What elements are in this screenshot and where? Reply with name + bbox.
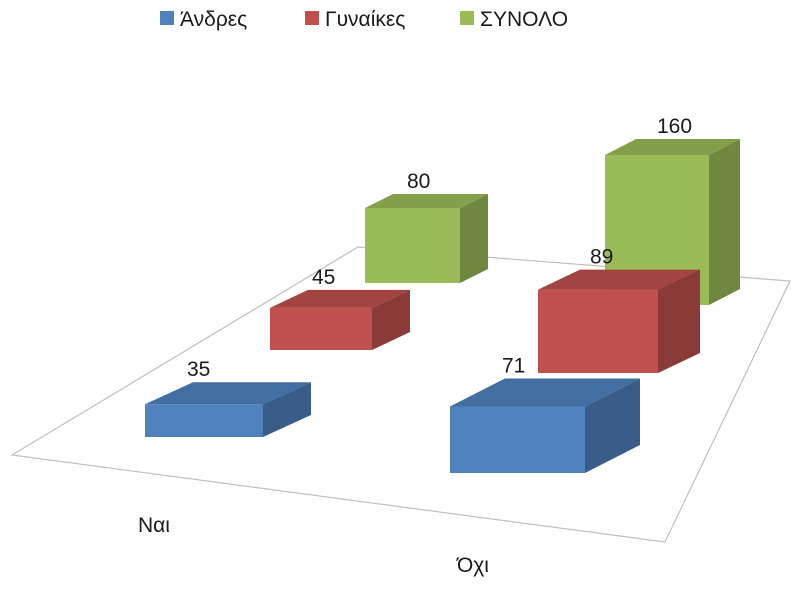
bar-top-face bbox=[365, 194, 488, 208]
data-label: 71 bbox=[502, 354, 525, 377]
data-label: 45 bbox=[312, 266, 335, 289]
bar-front-face bbox=[605, 155, 709, 305]
data-label: 80 bbox=[407, 170, 430, 193]
category-labels: Ναι Όχι bbox=[138, 514, 489, 577]
legend-item-1: Άνδρες bbox=[160, 8, 247, 31]
bar-top-face bbox=[450, 378, 640, 407]
bar-side-face bbox=[372, 289, 410, 350]
bar-front-face bbox=[270, 307, 372, 350]
legend-item-3: ΣΥΝΟΛΟ bbox=[460, 8, 568, 31]
legend-swatch bbox=[460, 11, 474, 25]
legend-swatch bbox=[305, 11, 319, 25]
bar-series-1-cat-2: 71 bbox=[450, 354, 640, 473]
bar-top-face bbox=[270, 289, 410, 308]
bar-side-face bbox=[585, 378, 640, 473]
data-label: 35 bbox=[187, 358, 210, 381]
legend-label: Άνδρες bbox=[180, 8, 247, 31]
bars: 80 160 45 89 35 71 bbox=[145, 115, 740, 473]
bar-top-face bbox=[538, 269, 700, 290]
category-label-1: Ναι bbox=[138, 514, 170, 537]
legend-swatch bbox=[160, 11, 174, 25]
legend: Άνδρες Γυναίκες ΣΥΝΟΛΟ bbox=[160, 8, 568, 31]
bar-side-face bbox=[709, 139, 740, 305]
bar-front-face bbox=[365, 208, 460, 283]
bar-top-face bbox=[145, 382, 311, 405]
bar-front-face bbox=[538, 289, 658, 373]
bar-series-3-cat-1: 80 bbox=[365, 170, 488, 283]
bar-series-3-cat-2: 160 bbox=[605, 115, 740, 305]
data-label: 160 bbox=[657, 115, 692, 138]
legend-item-2: Γυναίκες bbox=[305, 8, 405, 31]
bar-side-face bbox=[263, 382, 311, 437]
bar-side-face bbox=[460, 194, 488, 283]
data-label: 89 bbox=[590, 246, 613, 269]
legend-label: Γυναίκες bbox=[325, 8, 405, 31]
bar-top-face bbox=[605, 139, 740, 155]
bar-series-2-cat-1: 45 bbox=[270, 266, 410, 350]
bar-front-face bbox=[450, 406, 585, 473]
bar-series-1-cat-1: 35 bbox=[145, 358, 311, 437]
legend-label: ΣΥΝΟΛΟ bbox=[480, 8, 568, 31]
bar-side-face bbox=[658, 269, 700, 373]
bar-front-face bbox=[145, 404, 263, 437]
bar-series-2-cat-2: 89 bbox=[538, 246, 700, 373]
category-label-2: Όχι bbox=[456, 554, 489, 577]
